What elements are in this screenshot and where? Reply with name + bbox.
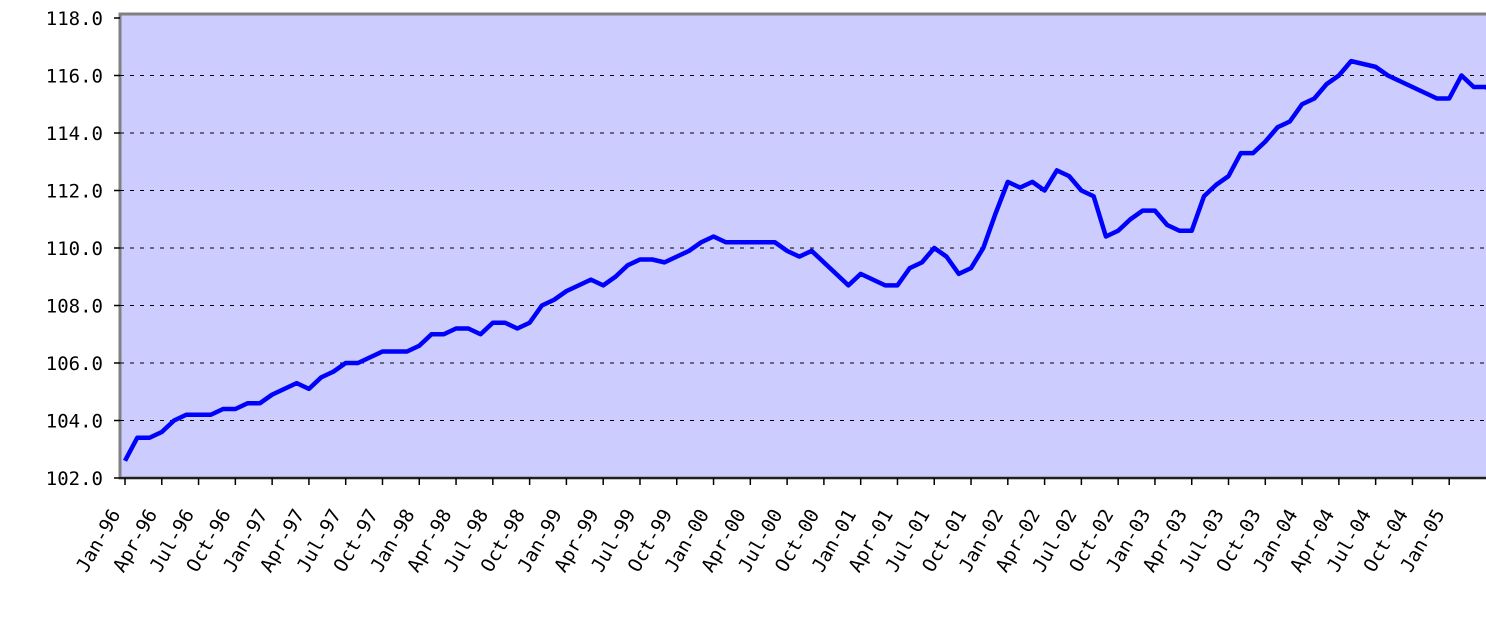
y-tick-label: 102.0 [46, 468, 103, 490]
y-tick-label: 116.0 [46, 66, 103, 88]
y-tick-label: 112.0 [46, 181, 103, 203]
y-tick-label: 108.0 [46, 296, 103, 318]
y-tick-label: 114.0 [46, 123, 103, 145]
y-tick-label: 106.0 [46, 353, 103, 375]
y-tick-label: 104.0 [46, 411, 103, 433]
y-tick-label: 118.0 [46, 8, 103, 30]
plot-area [118, 12, 1486, 480]
y-tick-label: 110.0 [46, 238, 103, 260]
data-line [123, 58, 1486, 462]
